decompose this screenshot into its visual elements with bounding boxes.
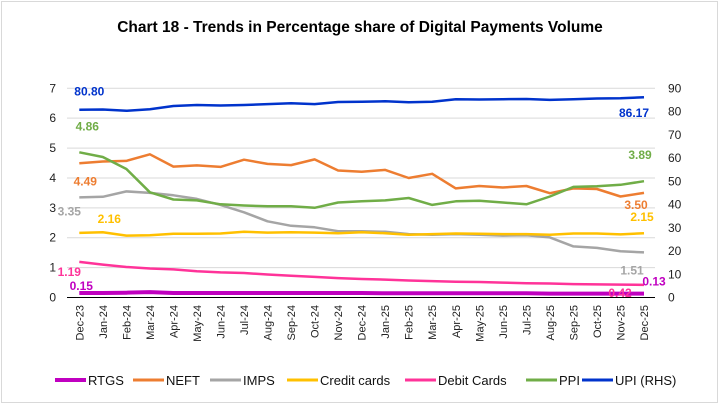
x-tick-label: Dec-23: [74, 305, 86, 340]
y-left-tick-label: 3: [49, 201, 56, 215]
legend-label: Credit cards: [320, 373, 391, 388]
data-label-last-rtgs: 0.13: [642, 275, 666, 289]
y-right-tick-label: 60: [668, 151, 682, 165]
data-label-last-upi-rhs: 86.17: [619, 106, 649, 120]
data-label-last-imps: 1.51: [620, 263, 644, 277]
y-left-tick-label: 5: [49, 141, 56, 155]
y-right-tick-label: 90: [668, 81, 682, 95]
x-tick-label: Mar-24: [145, 305, 157, 340]
y-right-tick-label: 20: [668, 244, 682, 258]
x-tick-label: Jan-25: [380, 305, 392, 339]
data-label-first-rtgs: 0.15: [70, 279, 94, 293]
x-tick-label: Mar-25: [427, 305, 439, 340]
legend-label: NEFT: [166, 373, 200, 388]
legend-label: RTGS: [88, 373, 124, 388]
x-tick-label: Feb-24: [121, 305, 133, 340]
y-left-tick-label: 2: [49, 231, 56, 245]
y-right-tick-label: 80: [668, 105, 682, 119]
x-tick-label: Oct-25: [592, 305, 604, 338]
y-left-tick-label: 1: [49, 261, 56, 275]
y-right-tick-label: 30: [668, 221, 682, 235]
x-tick-label: Apr-24: [168, 305, 180, 338]
data-label-last-ppi: 3.89: [628, 148, 652, 162]
data-label-last-debit-cards: 0.42: [608, 286, 632, 300]
x-tick-label: Nov-24: [333, 305, 345, 340]
x-tick-label: Jan-24: [98, 305, 110, 339]
data-label-first-credit-cards: 2.16: [98, 212, 122, 226]
series-line-neft: [79, 153, 645, 198]
x-tick-label: May-24: [192, 305, 204, 342]
x-tick-label: May-25: [474, 305, 486, 342]
data-label-first-ppi: 4.86: [76, 119, 100, 133]
series-line-credit-cards: [79, 230, 645, 237]
x-tick-label: Apr-25: [451, 305, 463, 338]
data-label-first-imps: 3.35: [58, 204, 82, 218]
y-right-tick-label: 40: [668, 198, 682, 212]
y-left-tick-label: 7: [49, 81, 56, 95]
x-tick-label: Sep-24: [286, 305, 298, 340]
x-tick-label: Jul-25: [521, 305, 533, 335]
legend-label: PPI: [559, 373, 580, 388]
x-tick-label: Dec-24: [357, 305, 369, 340]
data-label-first-debit-cards: 1.19: [58, 265, 82, 279]
y-right-tick-label: 50: [668, 174, 682, 188]
data-label-last-credit-cards: 2.15: [630, 210, 654, 224]
x-tick-label: Jun-25: [498, 305, 510, 339]
y-left-tick-label: 0: [49, 291, 56, 305]
x-tick-label: Nov-25: [615, 305, 627, 340]
data-label-first-upi-rhs: 80.80: [74, 85, 104, 99]
y-right-tick-label: 10: [668, 267, 682, 281]
x-tick-label: Oct-24: [310, 305, 322, 338]
series-line-upi-rhs: [79, 95, 645, 113]
series-line-ppi: [79, 151, 645, 210]
x-tick-label: Aug-25: [545, 305, 557, 340]
legend-label: Debit Cards: [438, 373, 507, 388]
x-tick-label: Feb-25: [404, 305, 416, 340]
y-right-tick-label: 0: [668, 291, 675, 305]
x-tick-label: Aug-24: [263, 305, 275, 340]
series-line-debit-cards: [79, 260, 645, 287]
x-tick-label: Sep-25: [568, 305, 580, 340]
x-tick-label: Dec-25: [639, 305, 651, 340]
y-left-tick-label: 6: [49, 111, 56, 125]
y-left-tick-label: 4: [49, 171, 56, 185]
chart-title: Chart 18 - Trends in Percentage share of…: [117, 19, 603, 36]
x-tick-label: Jul-24: [239, 305, 251, 335]
legend-label: UPI (RHS): [615, 373, 676, 388]
series-line-rtgs: [79, 290, 644, 296]
data-label-last-neft: 3.50: [624, 198, 648, 212]
legend-label: IMPS: [243, 373, 275, 388]
y-right-tick-label: 70: [668, 128, 682, 142]
data-label-first-neft: 4.49: [74, 174, 98, 188]
x-tick-label: Jun-24: [215, 305, 227, 339]
